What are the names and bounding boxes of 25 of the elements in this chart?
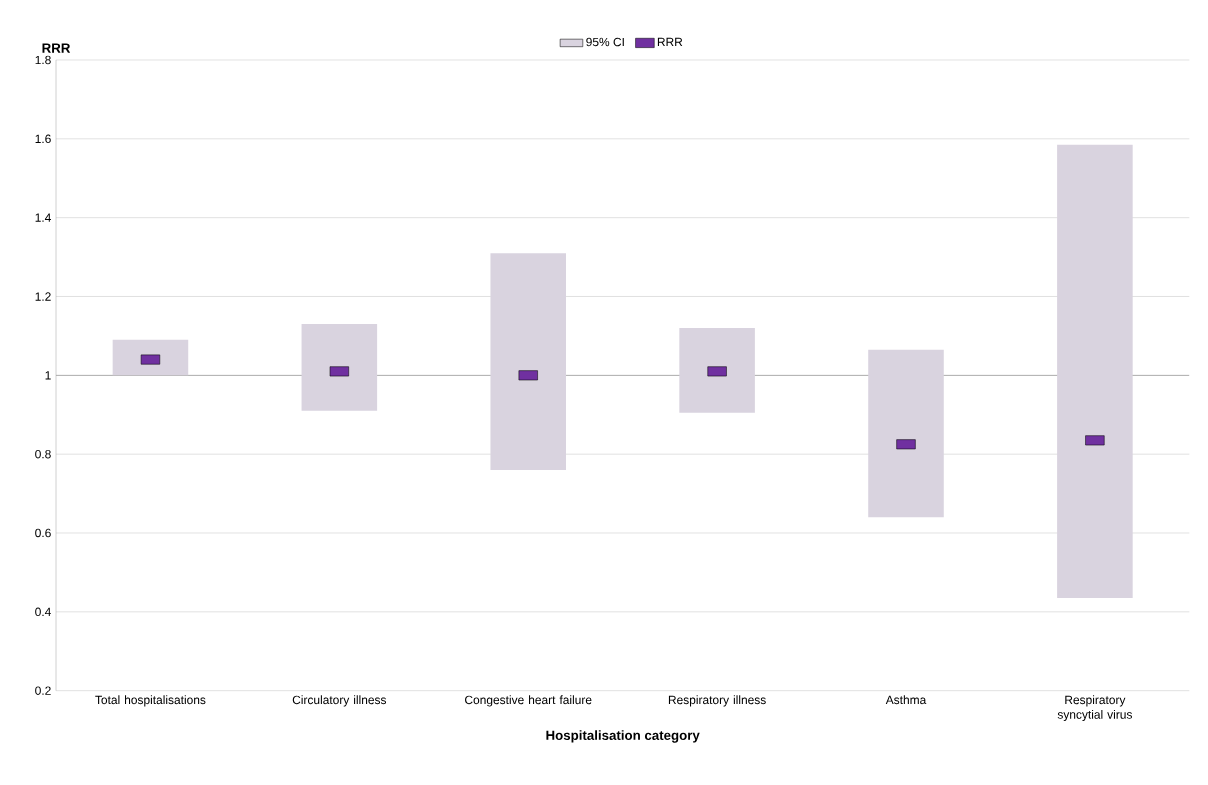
y-tick-label: 1.2 xyxy=(35,292,51,301)
y-tick-label: 1 xyxy=(45,371,51,380)
x-tick-label: Circulatory illness xyxy=(292,695,387,707)
y-tick-label: 1.6 xyxy=(35,134,51,143)
bar xyxy=(868,349,944,518)
x-tick-label: Respiratory syncytial virus xyxy=(1057,695,1132,721)
x-tick-label: Total hospitalisations xyxy=(95,695,206,707)
y-tick-label: 1.4 xyxy=(35,213,51,222)
y-tick-label: 0.6 xyxy=(35,528,51,538)
x-axis-title: Hospitalisation category xyxy=(546,730,700,743)
bar xyxy=(1057,144,1133,598)
y-axis-title: RRR xyxy=(42,43,71,53)
legend-label: RRR xyxy=(657,37,683,46)
x-tick-label: Respiratory illness xyxy=(668,695,766,707)
bar xyxy=(490,252,566,470)
y-tick-label: 1.8 xyxy=(35,55,51,65)
y-tick-label: 0.4 xyxy=(35,607,51,616)
x-tick-label: Congestive heart failure xyxy=(465,695,592,707)
bar xyxy=(679,327,755,413)
y-tick-label: 0.8 xyxy=(35,449,51,459)
legend-label: 95% CI xyxy=(586,37,624,47)
bar xyxy=(112,339,189,376)
x-tick-label: Asthma xyxy=(885,695,927,704)
y-tick-label: 0.2 xyxy=(35,686,51,695)
bar xyxy=(301,323,378,411)
